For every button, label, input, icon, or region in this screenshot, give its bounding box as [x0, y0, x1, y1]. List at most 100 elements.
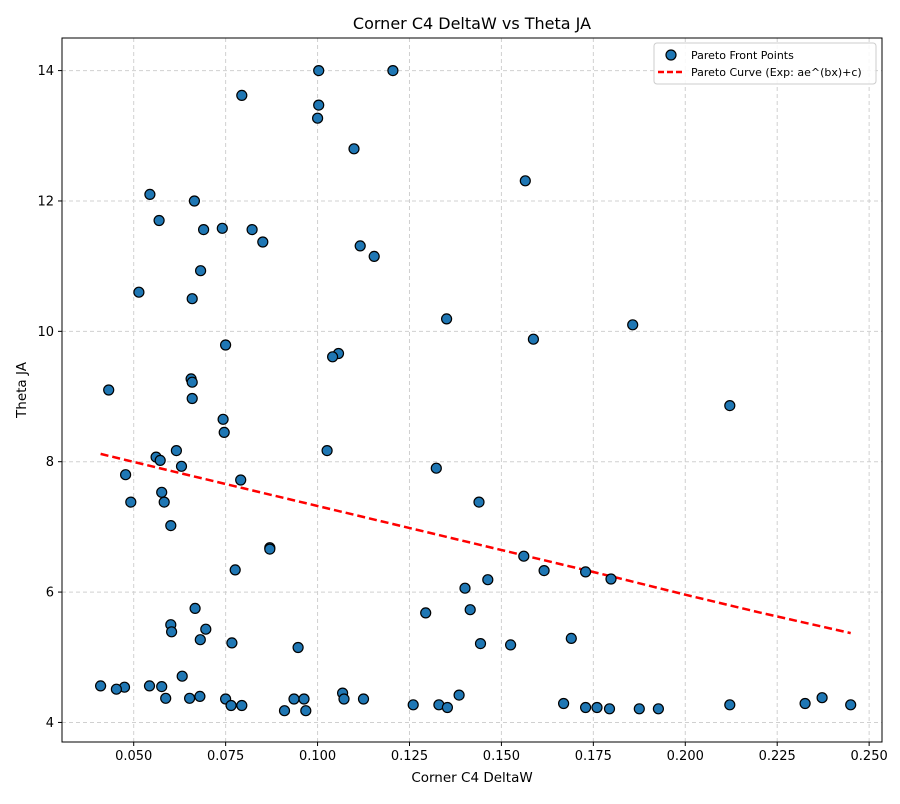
data-point [579, 566, 592, 578]
data-point [368, 250, 380, 262]
data-point [226, 637, 238, 649]
data-point [816, 692, 828, 704]
data-point [407, 699, 419, 711]
data-point [170, 445, 182, 457]
y-tick-label: 8 [46, 455, 54, 470]
x-tick-label: 0.050 [115, 749, 152, 764]
data-point [724, 400, 736, 412]
data-point [312, 112, 324, 124]
data-point [799, 697, 811, 710]
data-point [327, 351, 339, 363]
data-point [420, 607, 432, 619]
data-point [354, 240, 366, 252]
data-point [591, 701, 603, 714]
data-point [441, 313, 453, 325]
data-point [603, 703, 616, 715]
data-point [565, 632, 577, 645]
data-point [156, 680, 168, 693]
data-point [313, 99, 325, 111]
data-point [338, 693, 350, 705]
data-point [119, 469, 132, 481]
x-tick-label: 0.175 [575, 749, 612, 764]
data-point [133, 286, 145, 298]
x-tick-label: 0.125 [391, 749, 428, 764]
data-point [218, 426, 230, 438]
grid [62, 38, 882, 742]
data-point [605, 573, 617, 585]
data-point [186, 376, 198, 388]
data-point [184, 692, 196, 704]
axis-ticks: 0.050 0.075 0.100 0.125 0.150 0.175 0.200 0.225… [37, 64, 887, 764]
y-tick-label: 6 [46, 586, 54, 601]
data-point [430, 462, 442, 474]
data-point [278, 705, 291, 717]
data-point [144, 188, 156, 200]
data-point [189, 602, 201, 615]
y-tick-label: 14 [37, 64, 54, 79]
legend: Pareto Front Points Pareto Curve (Exp: a… [653, 42, 877, 85]
data-point [220, 339, 232, 351]
data-point [357, 693, 370, 705]
data-point [473, 496, 485, 508]
data-point [579, 701, 592, 714]
data-point [264, 543, 276, 555]
legend-label-curve: Pareto Curve (Exp: ae^(bx)+c) [691, 66, 862, 79]
data-point [464, 604, 476, 616]
data-point [453, 689, 465, 701]
data-point [557, 697, 570, 710]
data-point [724, 699, 736, 711]
x-tick-label: 0.250 [851, 749, 888, 764]
data-point [348, 143, 360, 155]
data-point [298, 693, 310, 705]
y-tick-label: 4 [46, 716, 54, 731]
x-tick-label: 0.200 [667, 749, 704, 764]
data-point [94, 680, 107, 692]
data-point [103, 384, 115, 396]
data-point [158, 496, 170, 508]
data-point [321, 445, 333, 457]
data-point [166, 626, 178, 638]
data-point [505, 639, 517, 651]
data-point [195, 265, 207, 277]
data-point [474, 637, 487, 650]
legend-label-points: Pareto Front Points [691, 49, 794, 62]
data-point [845, 699, 857, 711]
data-point [143, 680, 156, 692]
legend-box [653, 42, 877, 85]
data-point [156, 486, 168, 498]
data-point [165, 519, 177, 532]
data-point [125, 496, 137, 508]
data-point [633, 703, 645, 715]
data-point [441, 701, 453, 714]
data-point [482, 574, 494, 586]
pareto-curve-layer [100, 452, 851, 635]
data-point [292, 641, 304, 654]
data-point [198, 224, 210, 236]
x-tick-label: 0.225 [759, 749, 796, 764]
data-point [387, 64, 399, 77]
data-point [110, 683, 123, 695]
data-point [194, 690, 206, 703]
data-point [235, 474, 247, 486]
pareto-points-layer [94, 64, 857, 717]
data-point [459, 582, 471, 594]
pareto-curve-line [100, 452, 851, 635]
data-point [194, 634, 206, 646]
chart-title: Corner C4 DeltaW vs Theta JA [353, 14, 591, 33]
data-point [176, 670, 188, 682]
data-point [229, 564, 241, 576]
data-point [225, 699, 237, 712]
data-point [236, 89, 248, 102]
x-axis-label: Corner C4 DeltaW [411, 770, 532, 786]
data-point [200, 623, 212, 635]
data-point [153, 214, 165, 227]
y-tick-label: 12 [37, 194, 54, 209]
data-point [519, 175, 531, 187]
data-point [246, 224, 258, 236]
data-point [288, 693, 300, 705]
data-point [313, 64, 325, 77]
data-point [160, 692, 172, 704]
x-tick-label: 0.075 [207, 749, 244, 764]
